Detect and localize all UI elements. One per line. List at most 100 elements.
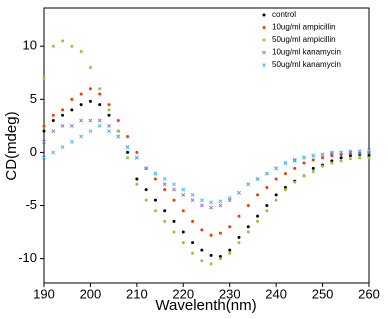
point: [51, 150, 56, 155]
x-tick-label: 190: [33, 286, 55, 301]
point: [172, 230, 176, 234]
point: [274, 177, 278, 181]
point: [172, 219, 176, 223]
legend-label: 50ug/ml kanamycin: [272, 60, 341, 69]
point: [98, 87, 102, 91]
point: [60, 145, 65, 150]
point: [218, 231, 222, 235]
point: [293, 180, 297, 184]
point: [367, 148, 371, 153]
point: [144, 188, 148, 192]
point: [228, 248, 232, 252]
point: [357, 149, 362, 154]
point: [237, 241, 241, 245]
point: [116, 119, 120, 123]
point: [51, 119, 55, 123]
point: [227, 196, 232, 200]
x-tick-label: 210: [126, 286, 148, 301]
point: [88, 118, 93, 123]
y-tick-label: 10: [23, 38, 37, 53]
point: [135, 150, 139, 154]
point: [265, 203, 269, 207]
point: [162, 177, 167, 181]
point: [135, 182, 139, 186]
point: [246, 225, 250, 229]
point: [126, 150, 130, 154]
point: [42, 129, 46, 133]
point: [265, 185, 269, 189]
point: [339, 159, 343, 163]
legend-label: 10ug/ml ampicillin: [272, 23, 336, 32]
point: [302, 155, 306, 160]
point: [255, 177, 260, 181]
point: [367, 154, 371, 158]
point: [228, 251, 232, 255]
x-tick-label: 240: [265, 286, 287, 301]
point: [302, 161, 306, 165]
point: [283, 172, 287, 176]
point: [311, 166, 315, 170]
point: [265, 209, 269, 213]
legend-marker: [262, 63, 266, 67]
point: [274, 166, 279, 171]
legend-label: 10ug/ml kanamycin: [272, 48, 341, 57]
point: [153, 171, 158, 176]
point: [144, 166, 149, 171]
point: [163, 219, 167, 223]
point: [311, 153, 316, 158]
point: [42, 124, 46, 128]
point: [172, 187, 176, 192]
point: [200, 248, 204, 252]
point: [107, 108, 111, 112]
y-tick-label: 5: [30, 91, 37, 106]
point: [144, 198, 148, 202]
point: [153, 198, 157, 202]
point: [218, 199, 223, 204]
point: [348, 157, 352, 161]
point: [228, 225, 232, 229]
point: [79, 118, 84, 123]
legend-marker: [262, 38, 266, 42]
legend-marker: [262, 50, 266, 55]
point: [42, 76, 46, 80]
x-tick-label: 260: [358, 286, 380, 301]
point: [61, 108, 65, 112]
point: [107, 113, 111, 117]
x-tick-label: 250: [312, 286, 334, 301]
x-axis-label: Wavelenth(nm): [155, 297, 256, 314]
point: [246, 203, 250, 207]
point: [70, 97, 74, 101]
point: [172, 182, 176, 187]
point: [79, 92, 83, 96]
point: [51, 129, 56, 134]
y-tick-label: -10: [18, 250, 37, 265]
point: [88, 65, 92, 69]
point: [98, 103, 102, 107]
point: [60, 123, 65, 128]
point: [181, 241, 185, 245]
point: [125, 145, 130, 150]
point: [163, 209, 167, 213]
point: [153, 209, 157, 213]
point: [51, 44, 55, 48]
point: [321, 164, 325, 168]
point: [256, 214, 260, 218]
y-tick-label: -5: [25, 197, 37, 212]
point: [200, 259, 204, 263]
point: [209, 262, 213, 266]
point: [163, 188, 167, 192]
point: [339, 156, 343, 160]
point: [256, 219, 260, 223]
point: [181, 192, 186, 197]
point: [70, 44, 74, 48]
point: [283, 161, 288, 165]
point: [209, 233, 213, 237]
point: [329, 151, 334, 156]
point: [218, 203, 223, 208]
point: [190, 198, 195, 203]
point: [42, 139, 46, 144]
point: [200, 228, 204, 232]
point: [191, 241, 195, 245]
